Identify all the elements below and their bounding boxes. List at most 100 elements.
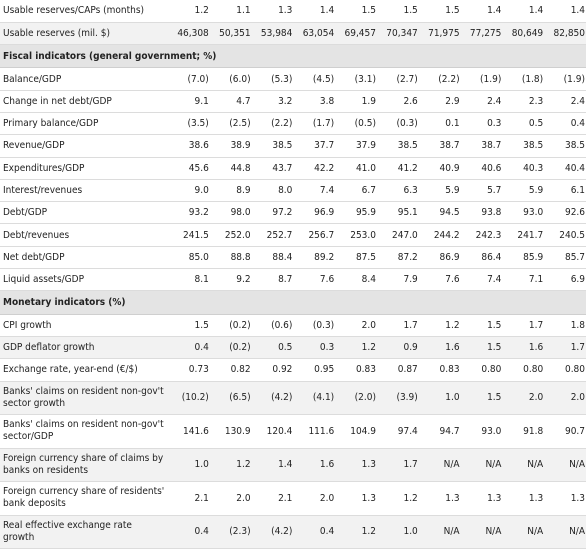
cell-value: 0.73	[168, 358, 210, 382]
cell-value: 88.4	[251, 246, 294, 270]
cell-value: 1.7	[376, 448, 419, 483]
cell-value: 8.7	[251, 268, 294, 292]
cell-value: 2.0	[209, 481, 252, 516]
cell-value: (4.5)	[293, 67, 336, 91]
cell-value: 111.6	[293, 414, 336, 449]
cell-value: (3.9)	[376, 381, 419, 416]
cell-value: 0.3	[293, 336, 336, 360]
cell-value: 6.9	[544, 268, 586, 292]
cell-value: 0.87	[376, 358, 419, 382]
cell-value: 252.0	[209, 223, 252, 247]
cell-value: 241.7	[502, 223, 545, 247]
cell-value: 0.4	[168, 336, 210, 360]
cell-value: (4.2)	[251, 381, 294, 416]
table-row: GDP deflator growth 0.4 (0.2) 0.5 0.3 1.2 0.9 1…	[0, 336, 586, 360]
row-label: Primary balance/GDP	[0, 112, 168, 136]
table-row: Revenue/GDP 38.6 38.9 38.5 37.7 37.9 38.5 38.7 3…	[0, 134, 586, 158]
table-row: Exchange rate, year-end (€/$) 0.73 0.82 0.9…	[0, 358, 586, 382]
table-row: Interest/revenues 9.0 8.9 8.0 7.4 6.7 6.3 5.9 5.…	[0, 179, 586, 203]
cell-value: 141.6	[168, 414, 210, 449]
cell-value: (0.3)	[293, 314, 336, 337]
row-label: Foreign currency share of residents' ban…	[0, 481, 168, 516]
cell-value: 0.1	[418, 112, 461, 136]
cell-value: N/A	[544, 515, 586, 549]
cell-value: 8.4	[335, 268, 377, 292]
cell-value: 1.3	[460, 481, 503, 516]
cell-value: (2.2)	[251, 112, 294, 136]
cell-value: 0.9	[376, 336, 419, 360]
cell-value: 1.0	[376, 515, 419, 549]
section-title: Fiscal indicators (general government; %…	[0, 44, 586, 69]
cell-value: 90.7	[544, 414, 586, 449]
cell-value: 7.4	[293, 179, 336, 203]
cell-value: (10.2)	[168, 381, 210, 416]
cell-value: 92.6	[544, 201, 586, 225]
table-row: Primary balance/GDP (3.5) (2.5) (2.2) (1.7)(…	[0, 112, 586, 136]
cell-value: 93.2	[168, 201, 210, 225]
table-row: Foreign currency share of residents' ban…	[0, 481, 586, 516]
cell-value: 1.2	[376, 481, 419, 516]
cell-value: 1.2	[335, 336, 377, 360]
cell-value: 1.4	[293, 0, 336, 23]
row-label: Foreign currency share of claims by bank…	[0, 448, 168, 483]
cell-value: 0.3	[460, 112, 503, 136]
cell-value: 1.2	[418, 314, 461, 337]
cell-value: 5.7	[460, 179, 503, 203]
cell-value: 241.5	[168, 223, 210, 247]
row-label: Liquid assets/GDP	[0, 268, 168, 292]
cell-value: 1.7	[502, 314, 545, 337]
table-row: Real effective exchange rate growth 0.4 (2…	[0, 515, 586, 549]
cell-value: 252.7	[251, 223, 294, 247]
cell-value: 1.6	[293, 448, 336, 483]
cell-value: 120.4	[251, 414, 294, 449]
cell-value: 85.9	[502, 246, 545, 270]
row-label: Real effective exchange rate growth	[0, 515, 168, 549]
row-label: Revenue/GDP	[0, 134, 168, 158]
cell-value: 2.0	[502, 381, 545, 416]
cell-value: 38.5	[376, 134, 419, 158]
cell-value: (0.3)	[376, 112, 419, 136]
cell-value: 247.0	[376, 223, 419, 247]
cell-value: 240.5	[544, 223, 586, 247]
cell-value: 1.0	[418, 381, 461, 416]
table-row: Usable reserves (mil. $) 46,308 50,351 53,9…	[0, 22, 586, 46]
cell-value: (1.9)	[460, 67, 503, 91]
row-label: CPI growth	[0, 314, 168, 337]
row-label: Banks' claims on resident non-gov't sect…	[0, 381, 168, 416]
row-label: Banks' claims on resident non-gov't sect…	[0, 414, 168, 449]
cell-value: 7.1	[502, 268, 545, 292]
cell-value: 87.2	[376, 246, 419, 270]
cell-value: 0.83	[418, 358, 461, 382]
cell-value: 2.4	[460, 90, 503, 113]
cell-value: N/A	[502, 515, 545, 549]
cell-value: (6.5)	[209, 381, 252, 416]
cell-value: 70,347	[376, 22, 419, 46]
cell-value: 9.1	[168, 90, 210, 113]
cell-value: 104.9	[335, 414, 377, 449]
cell-value: (0.5)	[335, 112, 377, 136]
cell-value: N/A	[418, 515, 461, 549]
cell-value: 1.5	[376, 0, 419, 23]
cell-value: 2.1	[251, 481, 294, 516]
cell-value: 40.9	[418, 157, 461, 180]
cell-value: (0.2)	[209, 336, 252, 360]
section-header-row: Fiscal indicators (general government; %…	[0, 44, 586, 69]
section-header-row: Monetary indicators (%)	[0, 290, 586, 315]
table-row: Liquid assets/GDP 8.1 9.2 8.7 7.6 8.4 7.9 7.6 7.…	[0, 268, 586, 292]
cell-value: 1.4	[502, 0, 545, 23]
cell-value: 2.0	[544, 381, 586, 416]
cell-value: (2.5)	[209, 112, 252, 136]
cell-value: 98.0	[209, 201, 252, 225]
cell-value: 80,649	[502, 22, 545, 46]
cell-value: 0.4	[544, 112, 586, 136]
cell-value: 71,975	[418, 22, 461, 46]
cell-value: 130.9	[209, 414, 252, 449]
cell-value: 42.2	[293, 157, 336, 180]
cell-value: (6.0)	[209, 67, 252, 91]
cell-value: N/A	[460, 448, 503, 483]
table-row: Banks' claims on resident non-gov't sect…	[0, 414, 586, 449]
cell-value: 0.80	[460, 358, 503, 382]
cell-value: 93.0	[502, 201, 545, 225]
cell-value: 1.6	[418, 336, 461, 360]
cell-value: 41.2	[376, 157, 419, 180]
